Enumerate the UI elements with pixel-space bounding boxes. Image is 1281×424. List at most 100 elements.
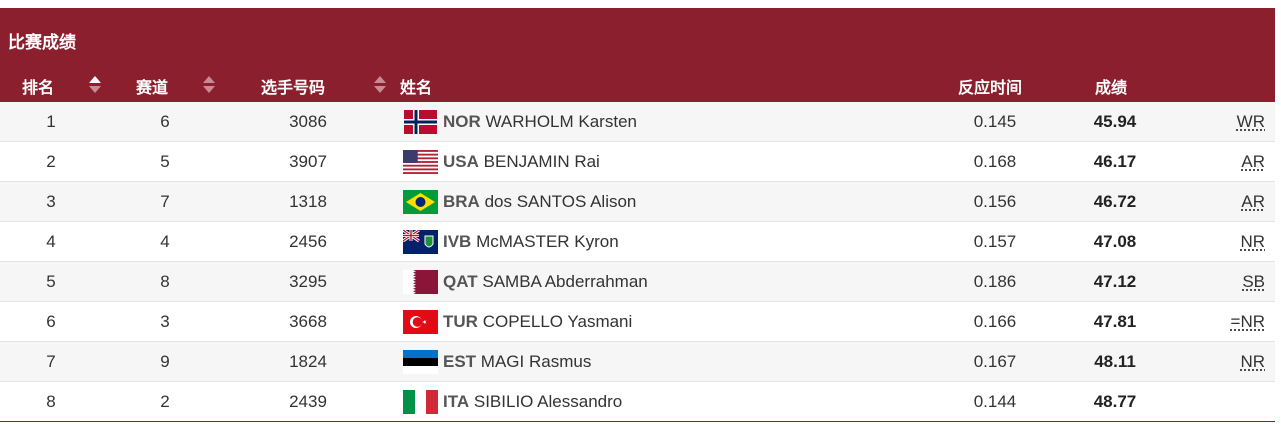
bib-cell: 2456: [289, 232, 327, 251]
column-header-bib[interactable]: 选手号码: [261, 78, 326, 97]
result-cell: 47.12: [1093, 272, 1137, 291]
table-row[interactable]: 2 5 3907 USA BENJAMIN Rai 0.168 46.17 AR: [0, 142, 1275, 182]
result-cell: 48.11: [1094, 352, 1136, 371]
record-badge[interactable]: WR: [1236, 112, 1265, 131]
rank-cell: 1: [46, 112, 56, 131]
athlete-cell: ITA SIBILIO Alessandro: [443, 392, 622, 412]
athlete-name: dos SANTOS Alison: [484, 192, 637, 211]
rank-cell: 4: [46, 232, 56, 251]
rank-cell: 6: [46, 312, 56, 331]
column-header-result: 成绩: [1095, 78, 1128, 97]
country-code: NOR: [443, 112, 481, 131]
athlete-name: MAGI Rasmus: [480, 352, 592, 371]
athlete-cell: EST MAGI Rasmus: [443, 352, 591, 372]
country-code: USA: [443, 152, 479, 171]
lane-cell: 4: [160, 232, 170, 251]
lane-cell: 2: [160, 392, 170, 411]
record-badge[interactable]: NR: [1240, 232, 1265, 251]
athlete-name: BENJAMIN Rai: [483, 152, 600, 171]
lane-cell: 7: [160, 192, 170, 211]
usa-flag: [403, 150, 438, 174]
british-virgin-islands-flag: [403, 230, 438, 254]
table-row[interactable]: 3 7 1318 BRA dos SANTOS Alison 0.156 46.…: [0, 182, 1275, 222]
athlete-cell: TUR COPELLO Yasmani: [443, 312, 632, 332]
athlete-name: McMASTER Kyron: [476, 232, 619, 251]
bib-cell: 3295: [289, 272, 327, 291]
table-row[interactable]: 1 6 3086 NOR WARHOLM Karsten 0.145 45.94…: [0, 102, 1275, 142]
country-code: IVB: [443, 232, 472, 251]
athlete-name: SIBILIO Alessandro: [473, 392, 623, 411]
column-header-name: 姓名: [400, 78, 433, 97]
lane-cell: 8: [160, 272, 170, 291]
table-row[interactable]: 4 4 2456 IVB McMASTER Kyron 0.157 47.08 …: [0, 222, 1275, 262]
sort-lane-icon[interactable]: [203, 76, 215, 94]
table-row[interactable]: 8 2 2439 ITA SIBILIO Alessandro 0.144 48…: [0, 382, 1275, 422]
reaction-time-cell: 0.157: [973, 232, 1017, 251]
norway-flag: [403, 110, 438, 134]
reaction-time-cell: 0.167: [973, 352, 1017, 371]
italy-flag: [403, 390, 438, 414]
record-badge[interactable]: SB: [1242, 272, 1265, 291]
column-header-rank[interactable]: 排名: [22, 78, 55, 97]
lane-cell: 5: [160, 152, 170, 171]
bib-cell: 1318: [289, 192, 327, 211]
brazil-flag: [403, 190, 438, 214]
athlete-name: COPELLO Yasmani: [482, 312, 633, 331]
record-badge[interactable]: AR: [1241, 152, 1265, 171]
result-cell: 46.72: [1093, 192, 1137, 211]
bib-cell: 1824: [289, 352, 327, 371]
results-table-body: 1 6 3086 NOR WARHOLM Karsten 0.145 45.94…: [0, 102, 1275, 422]
country-code: QAT: [443, 272, 478, 291]
bib-cell: 3668: [289, 312, 327, 331]
result-cell: 47.08: [1093, 232, 1137, 251]
athlete-cell: NOR WARHOLM Karsten: [443, 112, 637, 132]
bib-cell: 3907: [289, 152, 327, 171]
reaction-time-cell: 0.166: [973, 312, 1017, 331]
turkey-flag: [403, 310, 438, 334]
table-row[interactable]: 7 9 1824 EST MAGI Rasmus 0.167 48.11 NR: [0, 342, 1275, 382]
lane-cell: 6: [160, 112, 170, 131]
rank-cell: 3: [46, 192, 56, 211]
panel-title: 比赛成绩: [8, 33, 76, 53]
country-code: EST: [443, 352, 477, 371]
table-row[interactable]: 5 8 3295 QAT SAMBA Abderrahman 0.186 47.…: [0, 262, 1275, 302]
reaction-time-cell: 0.168: [973, 152, 1017, 171]
country-code: ITA: [443, 392, 470, 411]
record-badge[interactable]: NR: [1240, 352, 1265, 371]
record-badge[interactable]: AR: [1241, 192, 1265, 211]
country-code: BRA: [443, 192, 480, 211]
record-badge[interactable]: =NR: [1230, 312, 1265, 331]
column-header-reaction: 反应时间: [958, 78, 1023, 97]
table-row[interactable]: 6 3 3668 TUR COPELLO Yasmani 0.166 47.81…: [0, 302, 1275, 342]
lane-cell: 3: [160, 312, 170, 331]
bib-cell: 3086: [289, 112, 327, 131]
athlete-cell: USA BENJAMIN Rai: [443, 152, 600, 172]
athlete-name: WARHOLM Karsten: [485, 112, 637, 131]
athlete-cell: BRA dos SANTOS Alison: [443, 192, 636, 212]
rank-cell: 2: [46, 152, 56, 171]
qatar-flag: [403, 270, 438, 294]
rank-cell: 5: [46, 272, 56, 291]
sort-rank-icon[interactable]: [89, 76, 101, 94]
reaction-time-cell: 0.145: [973, 112, 1017, 131]
lane-cell: 9: [160, 352, 170, 371]
bib-cell: 2439: [289, 392, 327, 411]
athlete-name: SAMBA Abderrahman: [482, 272, 648, 291]
result-cell: 46.17: [1093, 152, 1137, 171]
result-cell: 47.81: [1093, 312, 1137, 331]
reaction-time-cell: 0.186: [973, 272, 1017, 291]
athlete-cell: QAT SAMBA Abderrahman: [443, 272, 648, 292]
result-cell: 48.77: [1093, 392, 1137, 411]
athlete-cell: IVB McMASTER Kyron: [443, 232, 619, 252]
reaction-time-cell: 0.144: [973, 392, 1017, 411]
result-cell: 45.94: [1093, 112, 1137, 131]
rank-cell: 8: [46, 392, 56, 411]
sort-bib-icon[interactable]: [374, 76, 386, 94]
results-panel: 比赛成绩 排名 赛道 选手号码 姓名 反应时间 成绩 1 6 3086 NOR …: [0, 8, 1275, 422]
column-header-lane[interactable]: 赛道: [136, 78, 169, 97]
results-header: 比赛成绩 排名 赛道 选手号码 姓名 反应时间 成绩: [0, 8, 1275, 102]
reaction-time-cell: 0.156: [973, 192, 1017, 211]
rank-cell: 7: [46, 352, 56, 371]
country-code: TUR: [443, 312, 478, 331]
estonia-flag: [403, 350, 438, 374]
